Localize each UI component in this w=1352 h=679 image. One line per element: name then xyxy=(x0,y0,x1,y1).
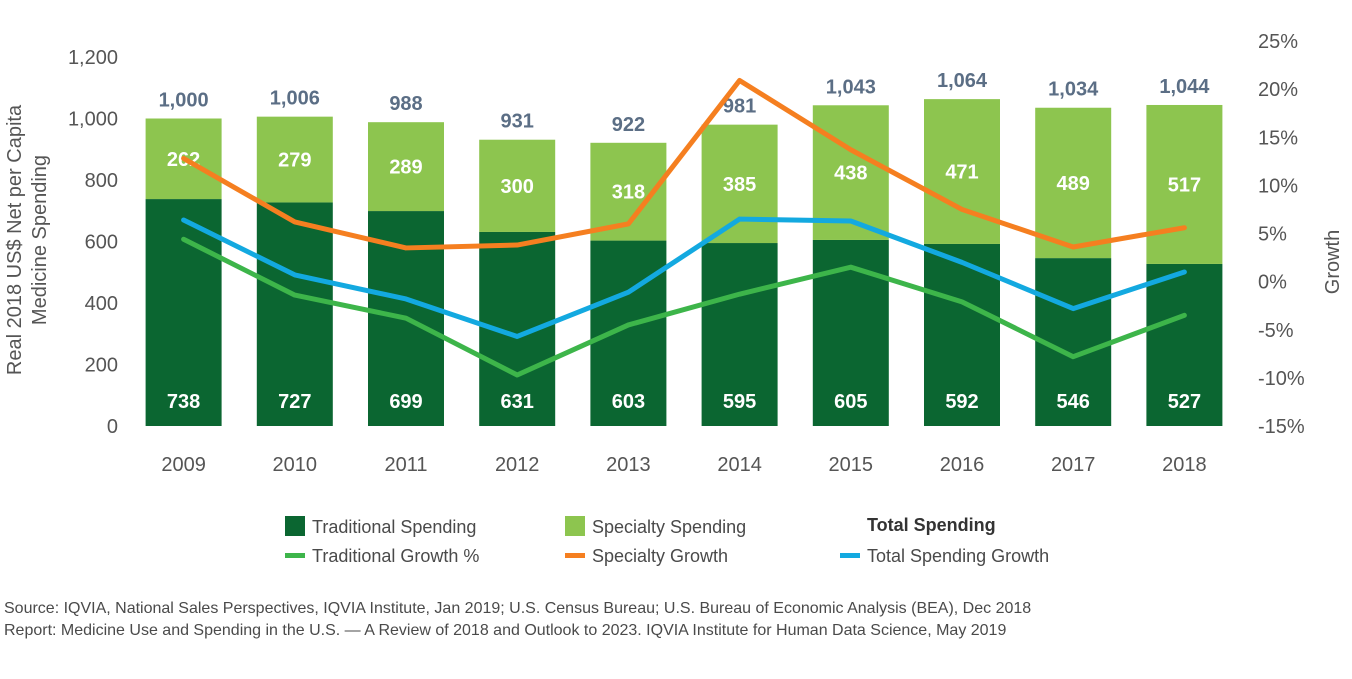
y2-tick-label: 5% xyxy=(1258,224,1287,246)
specialty-bar xyxy=(812,105,889,240)
traditional-value-label: 631 xyxy=(501,391,534,413)
x-tick-label: 2009 xyxy=(161,454,206,476)
line-series xyxy=(181,77,1187,251)
x-tick-label: 2016 xyxy=(940,454,985,476)
y-tick-label: 600 xyxy=(85,232,118,254)
traditional-value-label: 592 xyxy=(945,391,978,413)
specialty-value-label: 489 xyxy=(1057,173,1090,195)
specialty-value-label: 438 xyxy=(834,163,867,185)
x-tick-label: 2017 xyxy=(1051,454,1096,476)
traditional-bar xyxy=(256,202,333,426)
x-tick-label: 2013 xyxy=(606,454,651,476)
legend-swatch xyxy=(285,553,305,558)
specialty-bar xyxy=(1146,104,1223,264)
specialty-value-label: 385 xyxy=(723,174,756,196)
traditional-value-label: 727 xyxy=(278,391,311,413)
total-value-label: 1,000 xyxy=(159,90,209,112)
traditional-value-label: 595 xyxy=(723,391,756,413)
report-note: Report: Medicine Use and Spending in the… xyxy=(4,622,1007,639)
total-value-label: 931 xyxy=(501,111,534,133)
legend-swatch xyxy=(840,553,860,558)
y-tick-label: 1,200 xyxy=(68,47,118,69)
traditional-value-label: 699 xyxy=(389,391,422,413)
y-tick-label: 200 xyxy=(85,355,118,377)
traditional-value-label: 603 xyxy=(612,391,645,413)
legend-label: Traditional Spending xyxy=(312,517,476,537)
y2-tick-label: 20% xyxy=(1258,79,1298,101)
y2-axis-title: Growth xyxy=(1322,230,1344,294)
y-axis-title: Real 2018 US$ Net per Capita xyxy=(4,104,26,375)
y2-tick-label: 25% xyxy=(1258,31,1298,53)
y-axis-title: Medicine Spending xyxy=(29,155,51,325)
legend-swatch xyxy=(565,516,585,536)
legend-label: Specialty Spending xyxy=(592,517,746,537)
traditional-value-label: 527 xyxy=(1168,391,1201,413)
x-tick-label: 2011 xyxy=(384,454,427,476)
x-tick-label: 2010 xyxy=(273,454,318,476)
traditional-value-label: 605 xyxy=(834,391,867,413)
legend-swatch xyxy=(285,516,305,536)
source-note: Source: IQVIA, National Sales Perspectiv… xyxy=(4,600,1032,617)
legend-label-total: Total Spending xyxy=(867,515,996,535)
x-tick-label: 2012 xyxy=(495,454,540,476)
line-series xyxy=(181,236,1187,378)
total-value-label: 981 xyxy=(723,96,756,118)
specialty-value-label: 300 xyxy=(501,176,534,198)
y2-tick-label: -15% xyxy=(1258,416,1305,438)
traditional-bar xyxy=(701,243,778,426)
specialty-value-label: 471 xyxy=(945,162,978,184)
y-tick-label: 0 xyxy=(107,416,118,438)
legend-label: Traditional Growth % xyxy=(312,546,479,566)
legend-swatch xyxy=(565,553,585,558)
specialty-bar xyxy=(1035,107,1112,259)
specialty-value-label: 318 xyxy=(612,182,645,204)
total-value-label: 1,034 xyxy=(1048,79,1099,101)
y2-tick-label: -5% xyxy=(1258,320,1294,342)
legend-label: Total Spending Growth xyxy=(867,546,1049,566)
total-value-label: 922 xyxy=(612,114,645,136)
traditional-bar xyxy=(590,240,667,426)
y-tick-label: 400 xyxy=(85,293,118,315)
specialty-bar xyxy=(368,122,444,212)
total-value-label: 988 xyxy=(389,93,422,115)
specialty-value-label: 289 xyxy=(389,157,422,179)
specialty-bar xyxy=(479,139,556,232)
y2-tick-label: 0% xyxy=(1258,272,1287,294)
y2-tick-label: -10% xyxy=(1258,368,1305,390)
total-value-label: 1,044 xyxy=(1159,76,1210,98)
total-value-label: 1,006 xyxy=(270,88,320,110)
traditional-value-label: 546 xyxy=(1057,391,1090,413)
specialty-value-label: 517 xyxy=(1168,174,1201,196)
traditional-value-label: 738 xyxy=(167,391,200,413)
traditional-bar xyxy=(1146,263,1223,426)
y-tick-label: 800 xyxy=(85,170,118,192)
legend-label: Specialty Growth xyxy=(592,546,728,566)
specialty-value-label: 279 xyxy=(278,150,311,172)
y2-tick-label: 10% xyxy=(1258,175,1298,197)
specialty-bar xyxy=(256,116,333,203)
x-tick-label: 2018 xyxy=(1162,454,1207,476)
specialty-bar xyxy=(701,124,778,244)
x-tick-label: 2015 xyxy=(829,454,874,476)
y2-tick-label: 15% xyxy=(1258,127,1298,149)
total-value-label: 1,043 xyxy=(826,76,876,98)
y-tick-label: 1,000 xyxy=(68,109,118,131)
line-series xyxy=(181,216,1187,339)
total-value-label: 1,064 xyxy=(937,70,988,92)
x-tick-label: 2014 xyxy=(717,454,762,476)
